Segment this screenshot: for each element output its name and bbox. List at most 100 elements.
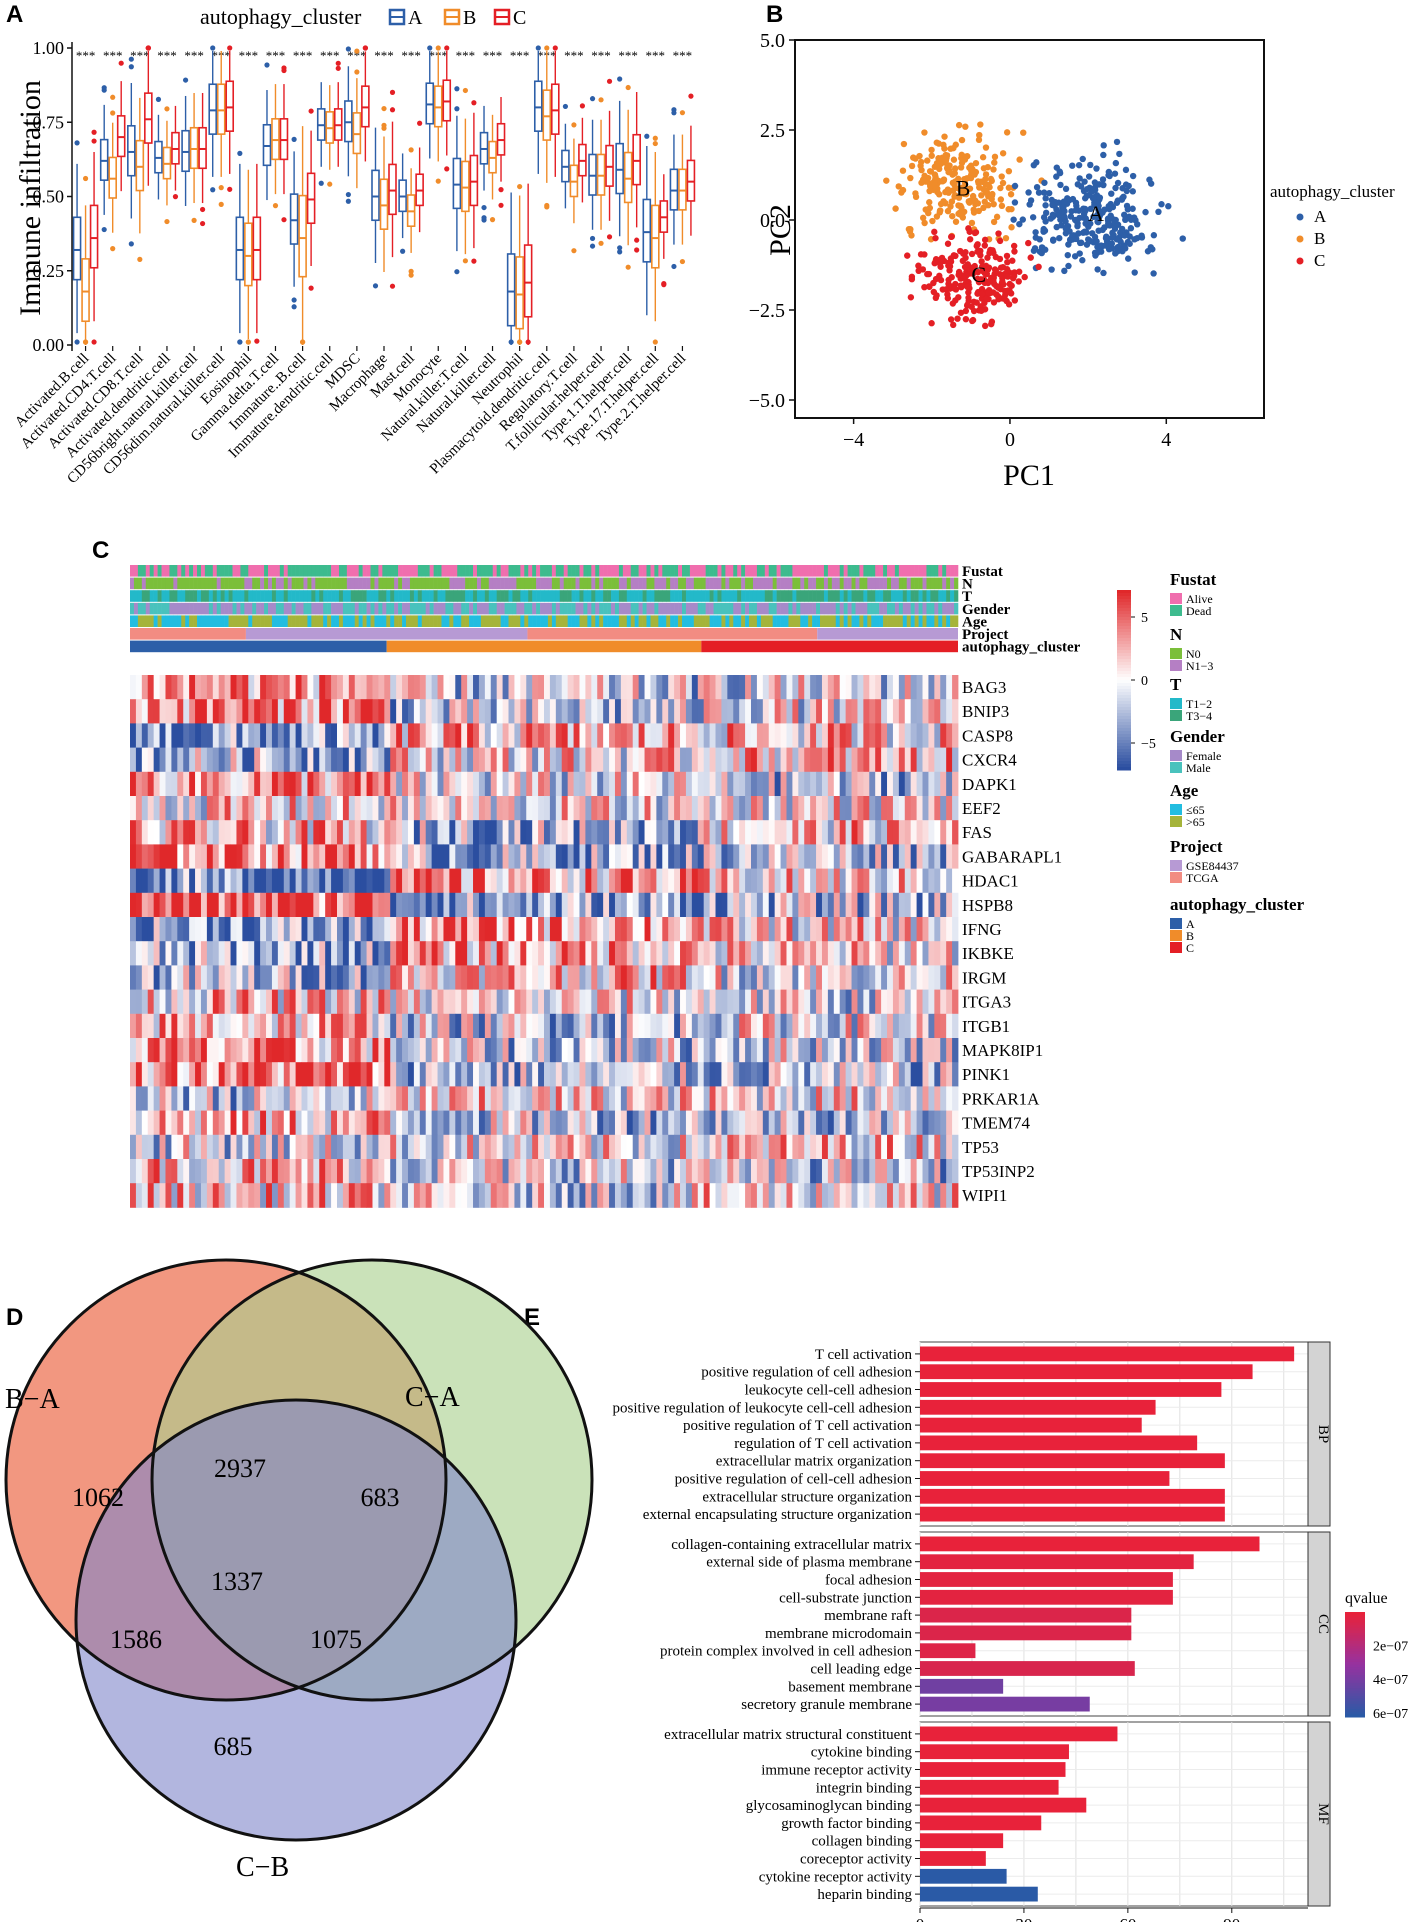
heatmap-cell (751, 1110, 758, 1136)
box-outlier-a (617, 249, 623, 255)
heatmap-cell (242, 723, 249, 748)
heatmap-cell (733, 723, 740, 748)
annotation-cell (224, 565, 229, 577)
heatmap-cell (614, 941, 622, 966)
heatmap-cell (650, 796, 657, 821)
heatmap-cell (431, 941, 438, 966)
heatmap-cell (147, 1013, 155, 1039)
annotation-cell (831, 565, 837, 577)
annotation-cell (674, 577, 679, 590)
heatmap-cell (431, 675, 438, 700)
box-outlier-c (91, 129, 97, 135)
heatmap-cell (910, 868, 917, 894)
annotation-cell (291, 565, 296, 577)
heatmap-cell (242, 1110, 249, 1136)
heatmap-cell (183, 1062, 190, 1087)
heatmap-cell (910, 941, 917, 966)
heatmap-cell (827, 796, 835, 821)
annotation-cell (236, 590, 241, 602)
annotation-cell (315, 602, 320, 615)
heatmap-cell (656, 675, 663, 700)
annotation-cell (200, 577, 206, 590)
heatmap-cell (733, 796, 740, 821)
heatmap-cell (366, 1038, 373, 1063)
pca-legend-dot-c (1296, 257, 1304, 265)
annotation-cell (236, 602, 241, 615)
heatmap-cell (431, 989, 438, 1015)
heatmap-cell (887, 1038, 894, 1063)
pca-point-b (908, 232, 915, 239)
heatmap-cell (833, 1013, 841, 1039)
heatmap-cell (798, 699, 805, 724)
heatmap-cell (892, 1110, 900, 1136)
heatmap-cell (916, 1086, 923, 1111)
heatmap-cell (733, 1013, 740, 1039)
heatmap-cell (904, 844, 912, 869)
heatmap-cell (295, 844, 302, 869)
heatmap-cell (413, 699, 421, 724)
pca-point-a (1122, 216, 1129, 224)
heatmap-cell (360, 1062, 367, 1087)
heatmap-cell (342, 820, 350, 845)
heatmap-cell (561, 917, 569, 942)
pca-point-c (1006, 287, 1013, 295)
annotation-cell (760, 590, 766, 602)
annotation-cell (287, 615, 292, 627)
annotation-cell (796, 590, 801, 602)
heatmap-cell (419, 917, 427, 942)
annotation-cell (457, 615, 462, 627)
heatmap-cell (242, 941, 249, 966)
heatmap-cell (490, 941, 498, 966)
heatmap-cell (183, 1038, 190, 1063)
heatmap-cell (952, 1038, 959, 1063)
heatmap-cell (579, 892, 586, 918)
pca-point-c (965, 294, 972, 301)
annotation-cell (689, 590, 695, 602)
heatmap-cell (544, 941, 551, 966)
pca-point-b (946, 162, 953, 169)
heatmap-cell (319, 1038, 326, 1063)
heatmap-cell (869, 771, 876, 797)
annotation-cell (220, 577, 225, 590)
heatmap-cell (283, 675, 291, 700)
heatmap-cell (721, 1038, 728, 1063)
annotation-cell (496, 565, 501, 577)
heatmap-cell (325, 941, 332, 966)
annotation-cell (544, 602, 549, 615)
heatmap-cell (603, 1013, 610, 1039)
heatmap-cell (378, 892, 385, 918)
heatmap-cell (461, 1062, 468, 1087)
heatmap-cell (236, 723, 243, 748)
annotation-cell (883, 602, 888, 615)
heatmap-cell (508, 675, 515, 700)
heatmap-cell (863, 989, 870, 1015)
significance-label: *** (320, 48, 340, 63)
panel-label-c: C (92, 537, 109, 564)
heatmap-cell (561, 868, 569, 894)
heatmap-cell (431, 1086, 438, 1111)
heatmap-cell (685, 820, 693, 845)
heatmap-cell (597, 771, 604, 797)
heatmap-cell (372, 1062, 379, 1087)
heatmap-cell (668, 675, 675, 700)
heatmap-cell (904, 917, 912, 942)
pca-point-a (1064, 251, 1071, 259)
box-outlier-a (589, 235, 596, 242)
heatmap-cell (342, 796, 350, 821)
heatmap-cell (425, 941, 433, 966)
heatmap-cell (745, 941, 752, 966)
heatmap-cell (792, 941, 799, 966)
heatmap-cell (709, 989, 716, 1015)
pca-point-a (1144, 248, 1152, 255)
annotation-cell (721, 565, 726, 577)
heatmap-cell (804, 965, 811, 990)
heatmap-cell (467, 1110, 474, 1136)
annotation-cell (252, 602, 257, 615)
heatmap-cell (685, 868, 693, 894)
annotation-cell (571, 602, 576, 615)
heatmap-cell (680, 941, 687, 966)
heatmap-cell (573, 965, 580, 990)
heatmap-cell (549, 844, 557, 869)
heatmap-cell (904, 723, 912, 748)
heatmap-cell (277, 1110, 285, 1136)
